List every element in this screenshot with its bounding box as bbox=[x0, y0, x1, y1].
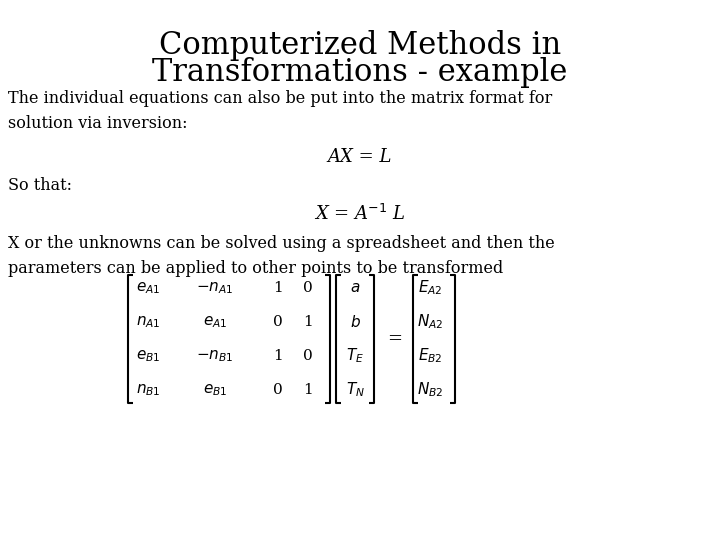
Text: $N_{B2}$: $N_{B2}$ bbox=[417, 381, 444, 400]
Text: The individual equations can also be put into the matrix format for
solution via: The individual equations can also be put… bbox=[8, 90, 552, 132]
Text: 0: 0 bbox=[273, 383, 283, 397]
Text: 1: 1 bbox=[273, 349, 283, 363]
Text: $E_{B2}$: $E_{B2}$ bbox=[418, 347, 442, 366]
Text: $-n_{B1}$: $-n_{B1}$ bbox=[197, 348, 234, 364]
Text: $T_N$: $T_N$ bbox=[346, 381, 364, 400]
Text: =: = bbox=[387, 330, 402, 348]
Text: $n_{A1}$: $n_{A1}$ bbox=[135, 314, 161, 330]
Text: $T_E$: $T_E$ bbox=[346, 347, 364, 366]
Text: $a$: $a$ bbox=[350, 281, 360, 295]
Text: $e_{B1}$: $e_{B1}$ bbox=[203, 382, 228, 398]
Text: 1: 1 bbox=[273, 281, 283, 295]
Text: $e_{A1}$: $e_{A1}$ bbox=[203, 314, 228, 330]
Text: $n_{B1}$: $n_{B1}$ bbox=[135, 382, 161, 398]
Text: $-n_{A1}$: $-n_{A1}$ bbox=[197, 280, 234, 296]
Text: X = A$^{-1}$ L: X = A$^{-1}$ L bbox=[315, 204, 405, 224]
Text: $N_{A2}$: $N_{A2}$ bbox=[417, 313, 444, 332]
Text: Transformations - example: Transformations - example bbox=[153, 57, 567, 88]
Text: 0: 0 bbox=[273, 315, 283, 329]
Text: $E_{A2}$: $E_{A2}$ bbox=[418, 279, 442, 298]
Text: X or the unknowns can be solved using a spreadsheet and then the
parameters can : X or the unknowns can be solved using a … bbox=[8, 235, 554, 277]
Text: 1: 1 bbox=[303, 315, 313, 329]
Text: 1: 1 bbox=[303, 383, 313, 397]
Text: $b$: $b$ bbox=[349, 314, 361, 330]
Text: 0: 0 bbox=[303, 349, 313, 363]
Text: $e_{B1}$: $e_{B1}$ bbox=[136, 348, 161, 364]
Text: So that:: So that: bbox=[8, 177, 72, 194]
Text: $e_{A1}$: $e_{A1}$ bbox=[136, 280, 161, 296]
Text: AX = L: AX = L bbox=[328, 148, 392, 166]
Text: Computerized Methods in: Computerized Methods in bbox=[159, 30, 561, 61]
Text: 0: 0 bbox=[303, 281, 313, 295]
